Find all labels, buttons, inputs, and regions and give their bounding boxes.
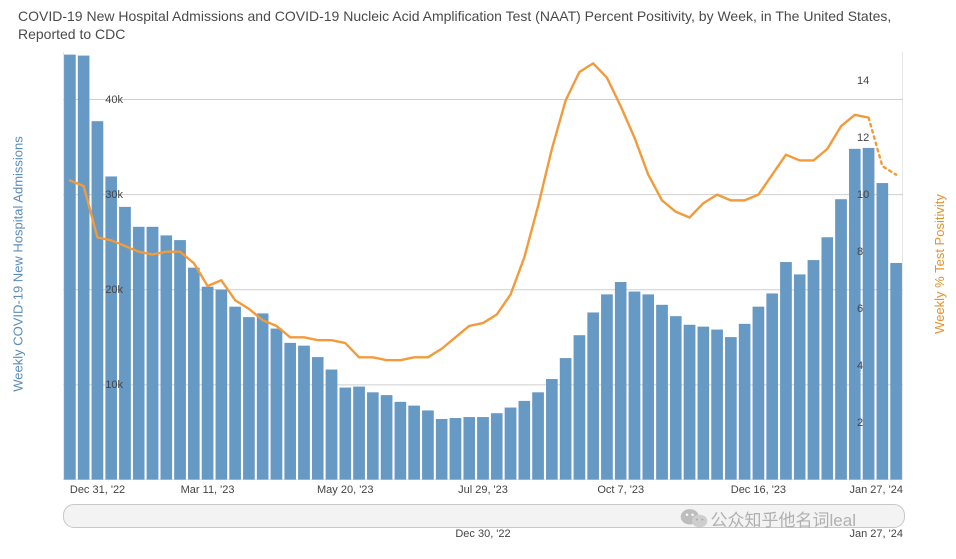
bar[interactable] — [285, 343, 296, 480]
bar[interactable] — [656, 305, 667, 480]
bar[interactable] — [670, 316, 681, 480]
right-axis-label: Weekly % Test Positivity — [933, 194, 948, 334]
bar[interactable] — [147, 227, 158, 480]
bar[interactable] — [725, 337, 736, 480]
bar[interactable] — [188, 268, 199, 480]
bar[interactable] — [877, 183, 888, 480]
bar[interactable] — [340, 388, 351, 480]
x-tick-label: Mar 11, '23 — [181, 484, 235, 496]
bar[interactable] — [739, 324, 750, 480]
x-tick-label: Jul 29, '23 — [458, 484, 508, 496]
bar[interactable] — [505, 408, 516, 480]
y-tick-right-label: 14 — [857, 75, 869, 87]
x-tick-label: May 20, '23 — [317, 484, 374, 496]
bar[interactable] — [698, 327, 709, 480]
x-tick-label: Dec 31, '22 — [70, 484, 125, 496]
bar[interactable] — [353, 387, 364, 480]
bar[interactable] — [519, 401, 530, 480]
bar[interactable] — [243, 317, 254, 480]
y-tick-left-label: 30k — [105, 189, 123, 201]
x-tick-label: Dec 16, '23 — [731, 484, 786, 496]
bar[interactable] — [106, 177, 117, 480]
bar[interactable] — [546, 379, 557, 480]
bar[interactable] — [588, 313, 599, 480]
x-tick-label: Jan 27, '24 — [850, 484, 903, 496]
bar[interactable] — [133, 227, 144, 480]
bar[interactable] — [298, 346, 309, 480]
bar[interactable] — [436, 419, 447, 480]
bar[interactable] — [601, 295, 612, 480]
bar[interactable] — [835, 199, 846, 480]
y-tick-left-label: 10k — [105, 379, 123, 391]
bar[interactable] — [450, 418, 461, 480]
bar[interactable] — [367, 392, 378, 480]
bar[interactable] — [161, 236, 172, 480]
slider-track[interactable] — [63, 504, 905, 528]
bar[interactable] — [422, 411, 433, 480]
bar[interactable] — [216, 290, 227, 480]
bar[interactable] — [560, 358, 571, 480]
bar[interactable] — [615, 282, 626, 480]
bar[interactable] — [491, 413, 502, 480]
bar[interactable] — [684, 325, 695, 480]
bar[interactable] — [808, 260, 819, 480]
bar[interactable] — [312, 357, 323, 480]
bar[interactable] — [78, 56, 89, 480]
bar[interactable] — [532, 392, 543, 480]
slider-left-label: Dec 30, '22 — [455, 528, 510, 540]
slider-right-label: Jan 27, '24 — [850, 528, 903, 540]
time-range-slider[interactable]: Dec 30, '22 Jan 27, '24 — [63, 504, 903, 534]
bar[interactable] — [229, 307, 240, 480]
bar[interactable] — [767, 294, 778, 480]
bar[interactable] — [780, 262, 791, 480]
bar[interactable] — [257, 314, 268, 480]
bar[interactable] — [711, 330, 722, 480]
chart-title: COVID-19 New Hospital Admissions and COV… — [0, 0, 956, 43]
y-tick-left-label: 20k — [105, 284, 123, 296]
bar[interactable] — [464, 417, 475, 480]
bar[interactable] — [64, 55, 75, 480]
bar[interactable] — [890, 263, 901, 480]
bar[interactable] — [574, 335, 585, 480]
y-tick-right-label: 2 — [857, 417, 863, 429]
bar[interactable] — [381, 395, 392, 480]
bar[interactable] — [409, 406, 420, 480]
chart-svg — [63, 52, 903, 480]
y-tick-right-label: 8 — [857, 246, 863, 258]
bar[interactable] — [92, 121, 103, 480]
chart-area: 10k20k30k40k 2468101214 Dec 31, '22Mar 1… — [63, 52, 903, 480]
bar[interactable] — [202, 287, 213, 480]
left-axis-label: Weekly COVID-19 New Hospital Admissions — [11, 136, 26, 392]
bar[interactable] — [477, 417, 488, 480]
y-tick-left-label: 40k — [105, 94, 123, 106]
x-tick-label: Oct 7, '23 — [597, 484, 644, 496]
bar[interactable] — [326, 370, 337, 480]
y-tick-right-label: 10 — [857, 189, 869, 201]
bar[interactable] — [794, 275, 805, 480]
bar[interactable] — [822, 237, 833, 480]
bar[interactable] — [271, 329, 282, 480]
bar[interactable] — [643, 295, 654, 480]
y-tick-right-label: 6 — [857, 303, 863, 315]
y-tick-right-label: 4 — [857, 360, 863, 372]
y-tick-right-label: 12 — [857, 132, 869, 144]
bar[interactable] — [395, 402, 406, 480]
bar[interactable] — [174, 240, 185, 480]
bar[interactable] — [753, 307, 764, 480]
bar[interactable] — [629, 292, 640, 480]
admissions-bars — [64, 55, 902, 480]
